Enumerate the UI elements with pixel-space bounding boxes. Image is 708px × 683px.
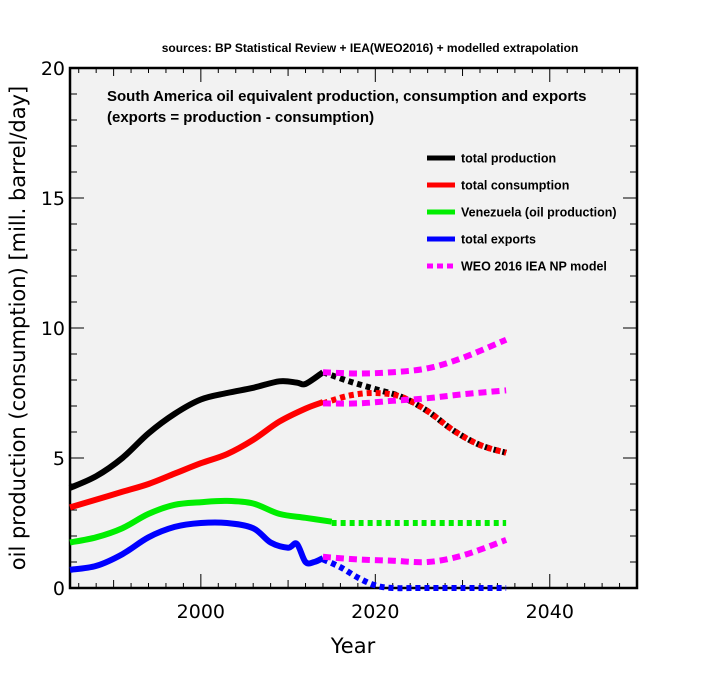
series-line: [321, 556, 507, 592]
axis-tick-labels: 2000 2020 2040 0 5 10 15 20: [41, 58, 574, 623]
legend-label: total exports: [461, 233, 536, 247]
x-tick-label: 2000: [177, 601, 225, 623]
legend-label: total consumption: [461, 179, 569, 193]
series-line: [69, 519, 325, 573]
y-tick-label: 5: [53, 448, 65, 470]
source-title: sources: BP Statistical Review + IEA(WEO…: [162, 41, 579, 55]
series-line: [68, 369, 325, 491]
series-line: [322, 537, 508, 566]
y-tick-label: 15: [41, 188, 65, 210]
series-line: [69, 497, 333, 546]
x-tick-label: 2040: [526, 601, 574, 623]
x-tick-label: 2020: [351, 601, 399, 623]
y-tick-label: 20: [41, 58, 65, 80]
plot-area: [68, 66, 639, 590]
series-layer: [68, 336, 508, 592]
series-line: [321, 369, 508, 456]
series-line: [322, 336, 508, 377]
series-line: [322, 387, 507, 407]
axis-ticks: [70, 67, 638, 589]
y-tick-label: 0: [53, 578, 65, 600]
y-tick-label: 10: [41, 318, 65, 340]
legend-label: Venezuela (oil production): [461, 206, 617, 220]
chart-title-line1: South America oil equivalent production,…: [107, 88, 587, 105]
legend-label: WEO 2016 IEA NP model: [461, 260, 607, 274]
y-axis-title: oil production (consumption) [mill. barr…: [6, 86, 30, 570]
x-axis-title: Year: [330, 634, 376, 658]
chart-title-line2: (exports = production - consumption): [107, 109, 374, 126]
series-line: [322, 389, 508, 456]
legend: total production total consumption Venezue…: [427, 152, 617, 274]
series-line: [69, 399, 325, 511]
legend-label: total production: [461, 152, 556, 166]
